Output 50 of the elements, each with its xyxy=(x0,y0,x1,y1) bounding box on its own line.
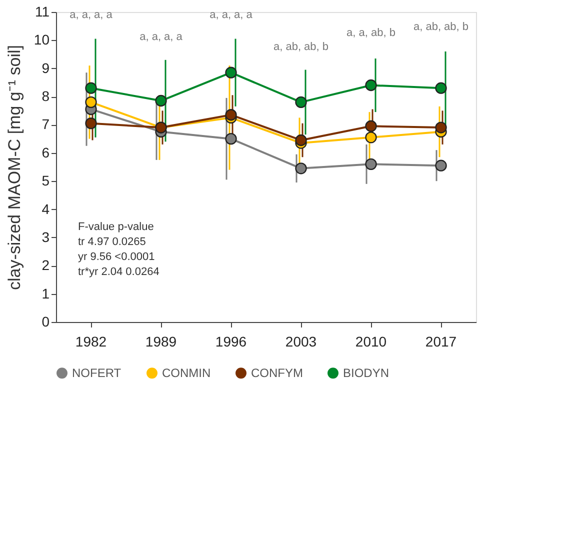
point xyxy=(365,132,377,144)
y-tick-label: 7 xyxy=(42,116,50,132)
x-tick-label: 2010 xyxy=(355,334,387,350)
annotation: F-value p-value xyxy=(78,221,154,233)
y-tick-label: 1 xyxy=(42,285,50,302)
point xyxy=(155,94,167,107)
annotation: a, a, ab, b xyxy=(346,27,396,39)
annotation: a, a, a, a xyxy=(70,9,114,21)
point xyxy=(435,160,447,172)
y-tick-label: 5 xyxy=(42,172,50,189)
point xyxy=(85,117,97,130)
annotation: tr*yr 2.04 0.0264 xyxy=(78,266,160,278)
x-tick-label: 2003 xyxy=(285,334,317,350)
y-tick-label: 0 xyxy=(42,314,50,330)
annotation: a, ab, ab, b xyxy=(413,21,469,33)
point xyxy=(365,158,377,170)
point xyxy=(85,96,97,108)
legend-label: CONFYM xyxy=(251,366,303,380)
point xyxy=(365,79,377,92)
y-tick-label: 10 xyxy=(34,32,50,48)
point xyxy=(295,134,307,146)
x-tick-label: 1996 xyxy=(215,334,247,350)
annotation: yr 9.56 <0.0001 xyxy=(78,251,155,263)
x-tick-label: 1989 xyxy=(145,334,177,350)
x-tick-label: 1982 xyxy=(75,334,107,350)
point xyxy=(225,109,237,121)
y-axis-title: clay-sized MAOM-C [mg g⁻¹ soil] xyxy=(4,45,24,290)
point xyxy=(435,122,447,134)
y-tick-label: 11 xyxy=(34,4,50,20)
y-tick-label: 4 xyxy=(42,200,50,217)
legend-label: BIODYN xyxy=(343,366,390,380)
x-tick-label: 2017 xyxy=(425,334,457,350)
y-tick-label: 9 xyxy=(42,60,50,76)
annotation: a, a, a, a xyxy=(210,9,254,21)
point xyxy=(295,162,307,174)
point xyxy=(85,82,97,94)
point xyxy=(435,82,447,94)
point xyxy=(225,66,237,78)
annotation: a, a, a, a xyxy=(140,31,184,43)
annotation: a, ab, ab, b xyxy=(273,41,329,53)
y-tick-label: 2 xyxy=(42,257,50,274)
y-tick-label: 3 xyxy=(42,228,50,245)
legend-label: NOFERT xyxy=(72,366,122,380)
point xyxy=(365,120,377,132)
point xyxy=(295,96,307,108)
legend-label: CONMIN xyxy=(162,366,211,380)
y-tick-label: 6 xyxy=(42,144,50,160)
y-tick-label: 8 xyxy=(42,88,50,104)
annotation: tr 4.97 0.0265 xyxy=(78,236,146,248)
point xyxy=(225,132,237,145)
